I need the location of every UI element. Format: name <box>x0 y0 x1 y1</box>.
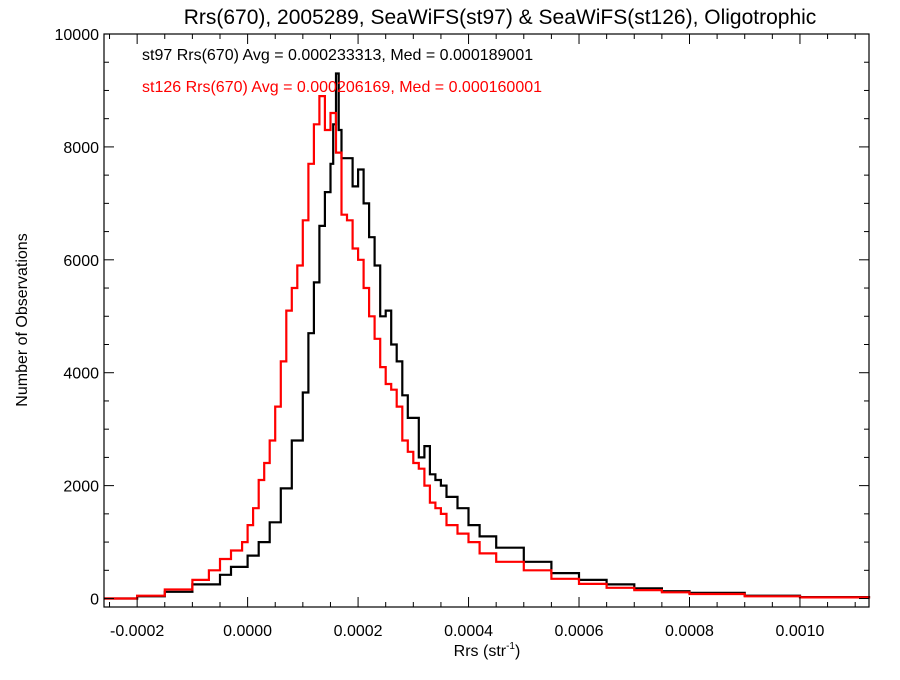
x-axis-label-superscript: -1 <box>506 641 515 652</box>
x-axis-label: Rrs (str-1) <box>454 641 521 660</box>
series-layer <box>104 72 871 600</box>
y-tick-label: 6000 <box>63 253 99 270</box>
ticks-layer: -0.0002 0.0000 0.0002 0.0004 0.0006 0.0008 0.0… <box>55 27 869 640</box>
x-axis-label-close: ) <box>515 643 520 660</box>
x-tick-label: 0.0008 <box>665 623 714 640</box>
y-tick-label: 8000 <box>63 140 99 157</box>
y-tick-label: 10000 <box>55 27 100 44</box>
plot-frame <box>103 33 870 608</box>
y-tick-label: 4000 <box>63 366 99 383</box>
y-tick-label: 2000 <box>63 479 99 496</box>
legend-annotation-st126: st126 Rrs(670) Avg = 0.000206169, Med = … <box>142 79 542 96</box>
chart-title: Rrs(670), 2005289, SeaWiFS(st97) & SeaWi… <box>184 6 817 29</box>
x-tick-label: -0.0002 <box>110 623 164 640</box>
x-tick-label: 0.0010 <box>775 623 824 640</box>
legend-annotation-st97: st97 Rrs(670) Avg = 0.000233313, Med = 0… <box>142 47 533 64</box>
y-tick-label: 0 <box>90 592 99 609</box>
series-st126-step-line <box>104 95 871 600</box>
x-tick-label: 0.0002 <box>334 623 383 640</box>
y-axis-label: Number of Observations <box>14 233 31 406</box>
x-tick-label: 0.0006 <box>555 623 604 640</box>
x-tick-label: 0.0004 <box>444 623 493 640</box>
x-axis-label-main: Rrs (str <box>454 643 507 660</box>
series-st97-step-line <box>104 72 871 600</box>
x-tick-label: 0.0000 <box>223 623 272 640</box>
